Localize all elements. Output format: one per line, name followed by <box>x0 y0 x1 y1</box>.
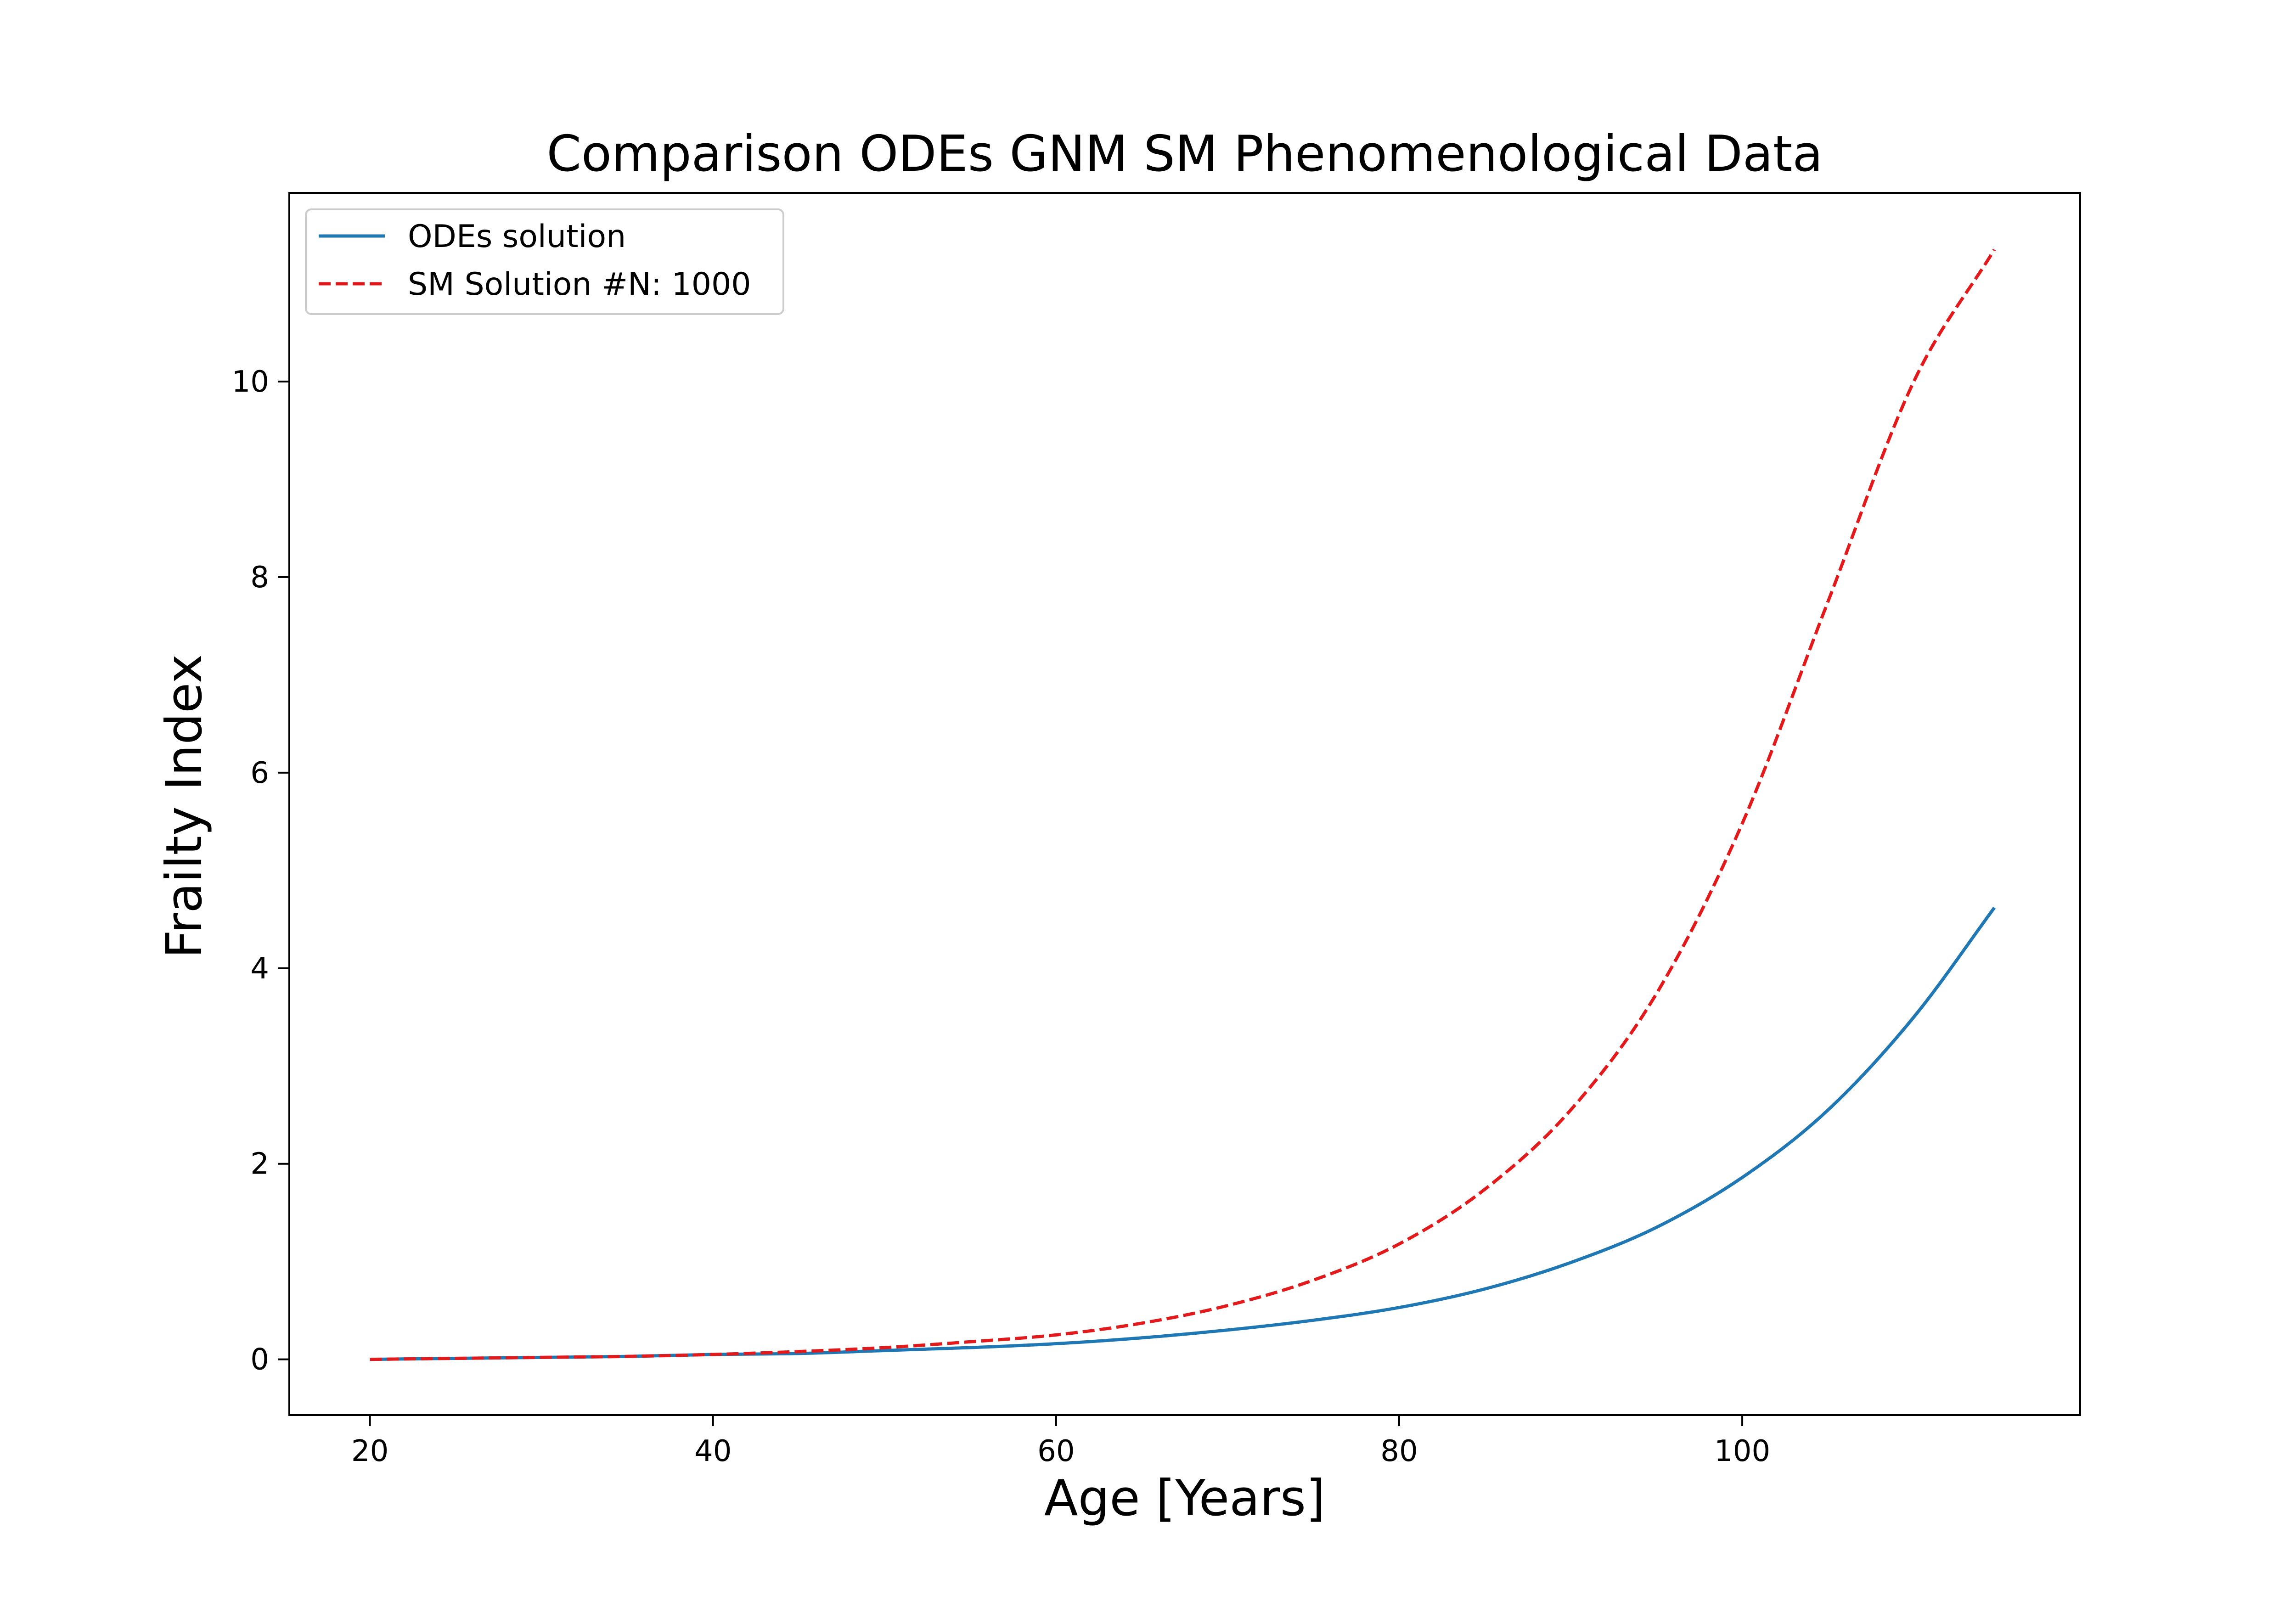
x-tick-label: 100 <box>1714 1434 1770 1468</box>
series-line-1 <box>370 248 1996 1361</box>
x-tick-label: 40 <box>694 1434 732 1468</box>
y-tick-label: 6 <box>250 756 269 790</box>
y-axis-label: Frailty Index <box>156 654 213 959</box>
y-tick-label: 4 <box>250 952 269 986</box>
y-tick-label: 8 <box>250 561 269 595</box>
legend: ODEs solution SM Solution #N: 1000 <box>305 208 784 315</box>
series-layer <box>370 248 1996 1361</box>
x-tick-label: 20 <box>351 1434 388 1468</box>
legend-box <box>305 208 784 315</box>
legend-label-1: SM Solution #N: 1000 <box>408 266 751 303</box>
y-tick-label: 10 <box>232 365 269 399</box>
legend-label-0: ODEs solution <box>408 219 626 255</box>
plot-frame <box>288 192 2081 1416</box>
y-tick-label: 2 <box>250 1147 269 1181</box>
x-tick-label: 80 <box>1380 1434 1418 1468</box>
y-tick-label: 0 <box>250 1343 269 1377</box>
x-axis-label: Age [Years] <box>1044 1470 1325 1527</box>
chart-title: Comparison ODEs GNM SM Phenomenological … <box>546 125 1823 183</box>
plot-area <box>288 192 2081 1416</box>
x-tick-label: 60 <box>1037 1434 1075 1468</box>
y-axis: 0 2 4 6 8 10 <box>232 365 289 1377</box>
x-axis: 20 40 60 80 100 <box>351 1415 1770 1468</box>
